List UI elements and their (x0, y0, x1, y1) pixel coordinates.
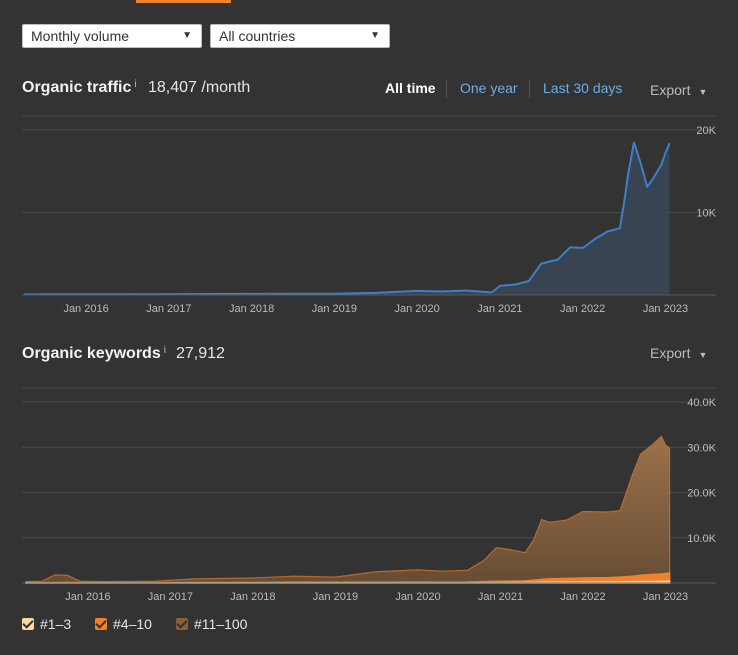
y-tick-label: 10.0K (687, 533, 716, 545)
x-tick-label: Jan 2019 (312, 303, 357, 315)
y-tick-label: 20.0K (687, 488, 716, 500)
range-last-30-days[interactable]: Last 30 days (543, 80, 623, 96)
x-tick-label: Jan 2021 (477, 303, 522, 315)
checkbox-icon[interactable] (22, 618, 34, 630)
country-select[interactable]: All countries ▼ (210, 24, 390, 48)
legend-item-1-3[interactable]: #1–3 (22, 616, 71, 632)
volume-select-value: Monthly volume (31, 28, 130, 44)
traffic-line (23, 141, 671, 296)
x-tick-label: Jan 2016 (63, 303, 108, 315)
traffic-title-text: Organic traffic (22, 79, 132, 96)
x-tick-label: Jan 2018 (229, 303, 274, 315)
legend-label: #4–10 (113, 616, 152, 632)
x-tick-label: Jan 2016 (65, 591, 110, 603)
volume-select[interactable]: Monthly volume ▼ (22, 24, 202, 48)
y-tick-label: 20K (696, 125, 716, 137)
range-divider (446, 80, 447, 98)
x-tick-label: Jan 2022 (560, 591, 605, 603)
active-tab-indicator (136, 0, 231, 3)
keywords-title-text: Organic keywords (22, 345, 161, 362)
x-tick-label: Jan 2018 (230, 591, 275, 603)
x-tick-label: Jan 2020 (395, 591, 440, 603)
x-tick-label: Jan 2023 (643, 303, 688, 315)
traffic-export-label: Export (650, 82, 691, 98)
chevron-down-icon: ▼ (370, 30, 380, 41)
chevron-down-icon: ▼ (698, 87, 708, 97)
country-select-value: All countries (219, 28, 296, 44)
y-tick-label: 10K (696, 208, 716, 220)
y-tick-label: 40.0K (687, 397, 716, 409)
legend-item-4-10[interactable]: #4–10 (95, 616, 152, 632)
range-one-year[interactable]: One year (460, 80, 518, 96)
legend-item-11-100[interactable]: #11–100 (176, 616, 247, 632)
x-tick-label: Jan 2020 (395, 303, 440, 315)
info-icon[interactable]: i (163, 345, 166, 356)
series-11-100-area (25, 435, 671, 584)
x-tick-label: Jan 2017 (148, 591, 193, 603)
traffic-value: 18,407 /month (148, 79, 251, 96)
x-tick-label: Jan 2017 (146, 303, 191, 315)
range-all-time[interactable]: All time (385, 80, 436, 96)
keywords-value: 27,912 (176, 345, 225, 362)
range-divider (529, 80, 530, 98)
x-tick-label: Jan 2022 (560, 303, 605, 315)
traffic-export-button[interactable]: Export ▼ (650, 82, 707, 98)
info-icon[interactable]: i (134, 79, 137, 90)
keywords-title: Organic keywords i (22, 345, 166, 363)
legend-label: #11–100 (194, 616, 248, 632)
checkbox-icon[interactable] (176, 618, 188, 630)
chevron-down-icon: ▼ (182, 30, 192, 41)
traffic-title: Organic traffic i (22, 79, 137, 97)
x-tick-label: Jan 2021 (478, 591, 523, 603)
keywords-export-label: Export (650, 345, 691, 361)
y-tick-label: 30.0K (687, 442, 716, 454)
traffic-area (24, 142, 670, 295)
legend-label: #1–3 (40, 616, 72, 632)
chevron-down-icon: ▼ (698, 350, 708, 360)
checkbox-icon[interactable] (95, 618, 107, 630)
x-tick-label: Jan 2019 (313, 591, 358, 603)
x-tick-label: Jan 2023 (643, 591, 688, 603)
keywords-export-button[interactable]: Export ▼ (650, 345, 707, 361)
